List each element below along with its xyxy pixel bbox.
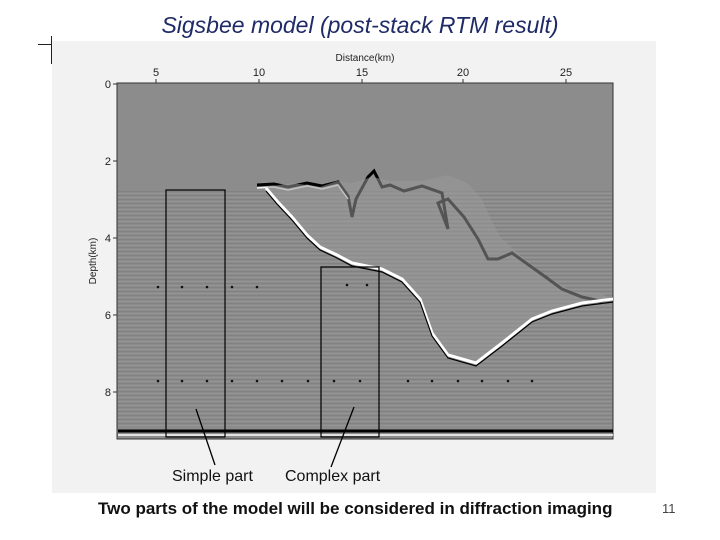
complex-part-label: Complex part: [285, 468, 381, 485]
y-tick-label: 2: [105, 156, 111, 168]
complex-part-box: [320, 266, 380, 438]
x-tick-label: 10: [253, 67, 265, 79]
slide-caption: Two parts of the model will be considere…: [98, 499, 613, 518]
salt-body: [266, 175, 612, 363]
x-tick-label: 5: [153, 67, 159, 79]
y-tick-label: 0: [105, 79, 111, 91]
figure-frame: Distance(km) Depth(km) 5 10 15 20 25 0 2…: [52, 41, 656, 493]
slide-title: Sigsbee model (post-stack RTM result): [161, 12, 559, 38]
y-tick-label: 8: [105, 387, 111, 399]
simple-part-pointer: [195, 408, 216, 466]
x-tick-label: 25: [560, 67, 572, 79]
rtm-seismic-figure: Distance(km) Depth(km) 5 10 15 20 25 0 2…: [88, 53, 614, 468]
salt-base-reflector: [264, 187, 614, 365]
y-tick-label: 6: [105, 310, 111, 322]
x-tick-label: 15: [356, 67, 368, 79]
complex-part-pointer: [330, 406, 355, 468]
x-axis-ticks: 5 10 15 20 25: [153, 67, 572, 79]
y-tick-label: 4: [105, 233, 111, 245]
x-tick-label: 20: [457, 67, 469, 79]
x-axis-label: Distance(km): [336, 53, 395, 64]
y-axis-ticks: 0 2 4 6 8: [105, 79, 111, 399]
point-diffractors: [156, 283, 534, 383]
simple-part-box: [165, 189, 226, 438]
simple-part-label: Simple part: [172, 468, 253, 485]
page-number: 11: [662, 501, 676, 516]
y-axis-label: Depth(km): [88, 238, 99, 285]
